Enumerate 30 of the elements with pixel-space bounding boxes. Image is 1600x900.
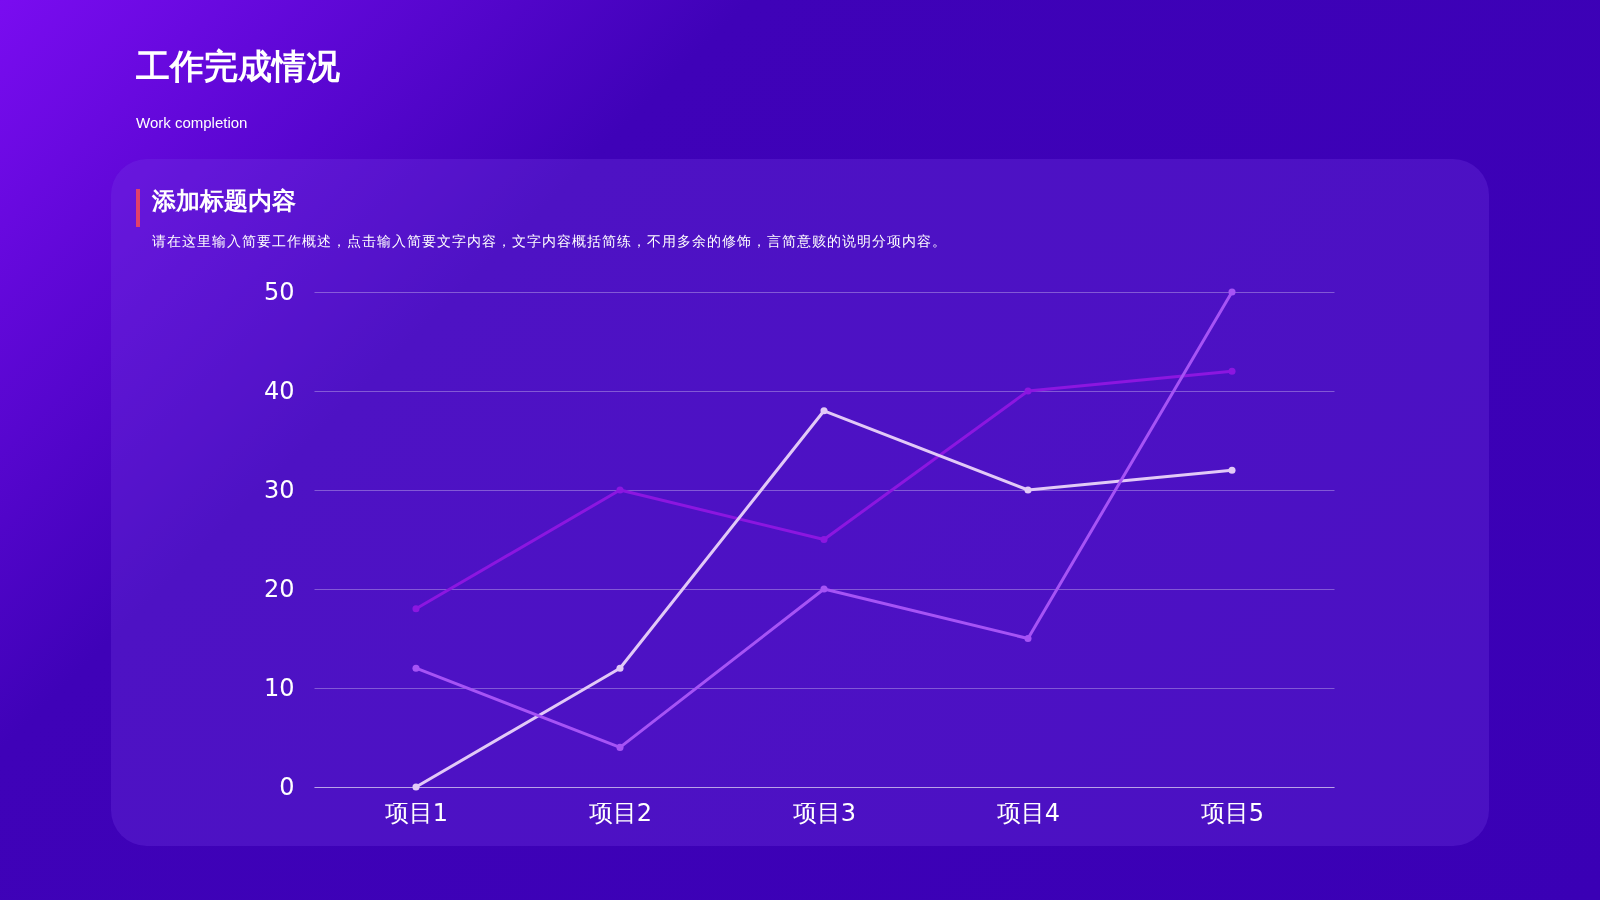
point — [1024, 486, 1032, 494]
point — [820, 407, 828, 415]
y-tick-label: 0 — [279, 772, 295, 801]
point — [1228, 466, 1236, 474]
point — [616, 743, 624, 751]
text: 请在这里输入简要工作概述，点击输入简要文字内容，文字内容概括简练，不用多余的修饰，言简意赅的说明分项内容。 — [152, 233, 947, 251]
point — [1024, 387, 1032, 395]
x-tick-label: 项目1 — [384, 798, 449, 827]
chart-title: 工作完成情况 — [136, 45, 340, 88]
y-tick-label: 50 — [263, 277, 295, 306]
text: 添加标题内容 — [152, 186, 296, 217]
x-tick-label: 项目4 — [996, 798, 1061, 827]
x-tick-label: 项目3 — [792, 798, 857, 827]
x-tick-label: 项目2 — [588, 798, 653, 827]
point — [616, 664, 624, 672]
point — [1228, 367, 1236, 375]
point — [412, 783, 420, 791]
x-tick-label: 项目5 — [1200, 798, 1265, 827]
y-tick-label: 20 — [263, 574, 295, 603]
point — [412, 664, 420, 672]
point — [820, 535, 828, 544]
y-tick-label: 40 — [263, 376, 295, 405]
text: Work completion — [136, 114, 248, 131]
point — [820, 585, 828, 593]
y-tick-label: 30 — [263, 475, 295, 504]
point — [616, 486, 624, 494]
point — [1024, 634, 1032, 643]
point — [1228, 288, 1236, 296]
y-tick-label: 10 — [263, 673, 295, 702]
point — [412, 605, 420, 613]
